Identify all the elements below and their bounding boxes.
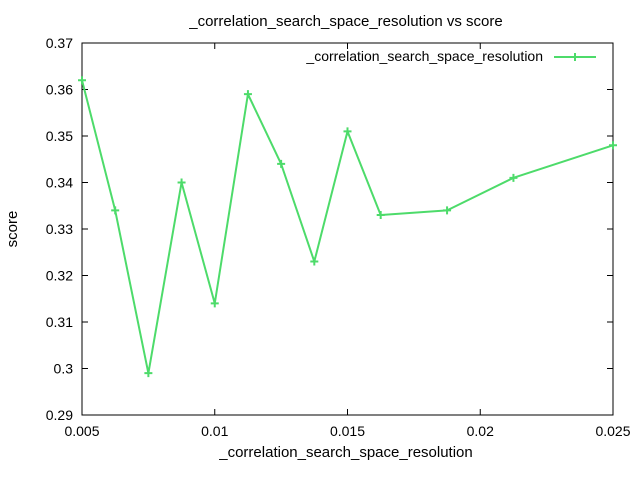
y-axis: 0.29 0.3 0.31 0.32 0.33 0.34 0.35 0.36 0.37 <box>46 35 613 423</box>
x-axis-label: _correlation_search_space_resolution <box>218 444 473 461</box>
data-point-marker <box>376 211 385 220</box>
data-point-marker <box>210 299 219 308</box>
plot-area-frame <box>81 42 614 416</box>
y-tick-label: 0.29 <box>46 407 73 423</box>
series-layer <box>78 76 617 378</box>
data-point-marker <box>609 141 617 150</box>
data-point-marker <box>144 369 153 378</box>
x-tick-label: 0.02 <box>467 423 494 439</box>
x-tick-label: 0.01 <box>201 423 228 439</box>
x-tick-label: 0.005 <box>64 423 99 439</box>
data-point-marker <box>243 90 252 99</box>
legend-marker-plus <box>571 53 579 61</box>
data-point-marker <box>78 76 86 85</box>
data-point-marker <box>443 206 452 215</box>
y-tick-label: 0.33 <box>46 221 73 237</box>
y-tick-label: 0.32 <box>46 268 73 284</box>
x-tick-label: 0.015 <box>330 423 365 439</box>
y-tick-label: 0.34 <box>46 175 73 191</box>
data-point-marker <box>177 178 186 187</box>
data-point-marker <box>277 159 286 168</box>
y-tick-label: 0.31 <box>46 314 73 330</box>
x-tick-label: 0.025 <box>595 423 630 439</box>
y-axis-label: score <box>4 211 21 248</box>
legend: _correlation_search_space_resolution <box>305 48 596 64</box>
data-point-marker <box>310 257 319 266</box>
legend-swatch-marker <box>571 53 579 61</box>
y-tick-label: 0.37 <box>46 35 73 51</box>
legend-label: _correlation_search_space_resolution <box>305 48 543 64</box>
y-tick-label: 0.35 <box>46 128 73 144</box>
y-tick-label: 0.3 <box>54 361 74 377</box>
data-point-marker <box>509 173 518 182</box>
x-axis: 0.005 0.01 0.015 0.02 0.025 <box>64 43 631 439</box>
data-point-marker <box>111 206 120 215</box>
chart-title: _correlation_search_space_resolution vs … <box>188 13 503 30</box>
series-line <box>81 79 614 375</box>
data-point-marker <box>343 127 352 136</box>
y-tick-label: 0.36 <box>46 82 73 98</box>
